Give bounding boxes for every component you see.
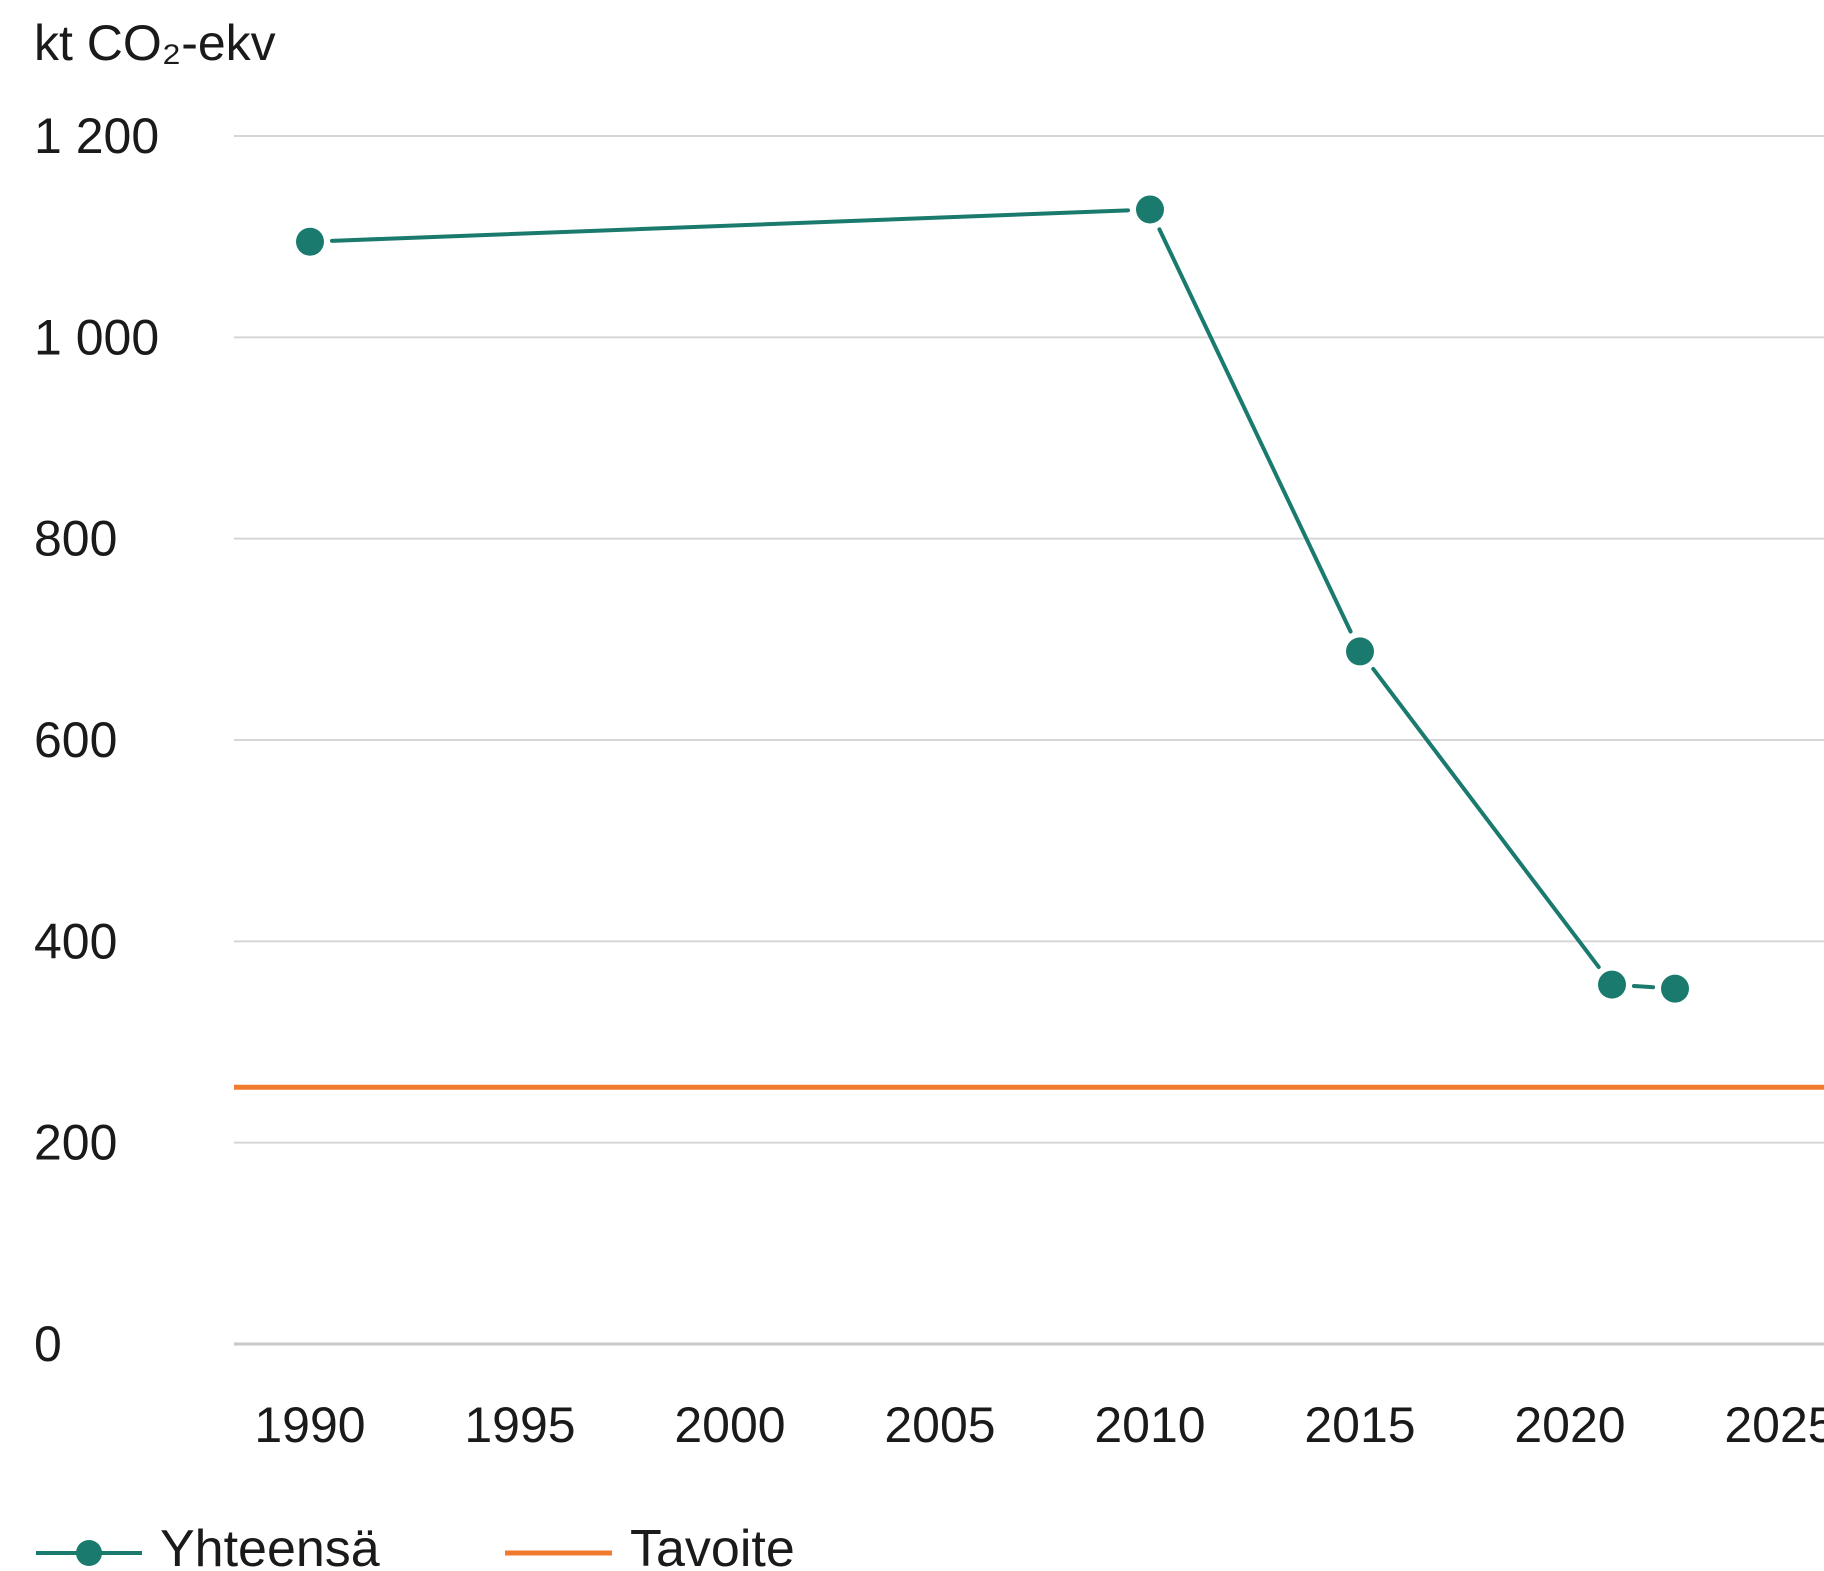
x-tick-label: 1995: [464, 1397, 575, 1453]
legend-item-total: Yhteensä: [36, 1520, 380, 1571]
y-tick-label: 1 200: [34, 108, 159, 164]
legend-total-label: Yhteensä: [160, 1520, 380, 1571]
x-axis-ticks: 1990 1995 2000 2005 2010 2015 2020 2025: [254, 1397, 1824, 1453]
total-data-point: [296, 227, 324, 256]
x-tick-label: 2000: [674, 1397, 785, 1453]
y-axis-unit-label: kt CO₂-ekv: [34, 15, 276, 71]
x-tick-label: 2010: [1094, 1397, 1205, 1453]
total-series: [296, 195, 1689, 1003]
y-tick-label: 0: [34, 1316, 62, 1372]
total-line-segment: [329, 208, 1131, 243]
legend-total-swatch-marker: [76, 1540, 102, 1566]
total-data-point: [1136, 195, 1164, 224]
total-data-point: [1598, 970, 1626, 999]
total-line-segment: [1371, 666, 1601, 970]
legend-item-target: Tavoite: [505, 1520, 795, 1571]
x-tick-label: 2020: [1514, 1397, 1625, 1453]
x-tick-label: 2005: [884, 1397, 995, 1453]
y-tick-label: 600: [34, 712, 117, 768]
total-data-point: [1661, 974, 1689, 1003]
y-axis-ticks: 0 200 400 600 800 1 000 1 200: [34, 108, 159, 1372]
total-data-point: [1346, 637, 1374, 666]
y-tick-label: 1 000: [34, 309, 159, 365]
x-tick-label: 2015: [1304, 1397, 1415, 1453]
x-tick-label: 1990: [254, 1397, 365, 1453]
legend-target-label: Tavoite: [630, 1520, 795, 1571]
x-tick-label: 2025: [1724, 1397, 1824, 1453]
y-tick-label: 400: [34, 913, 117, 969]
y-tick-label: 200: [34, 1115, 117, 1171]
grid-lines: [234, 135, 1824, 1346]
total-line-segment: [1157, 227, 1353, 634]
y-tick-label: 800: [34, 511, 117, 567]
total-line-segment: [1631, 984, 1656, 990]
legend: Yhteensä Tavoite: [36, 1520, 795, 1571]
